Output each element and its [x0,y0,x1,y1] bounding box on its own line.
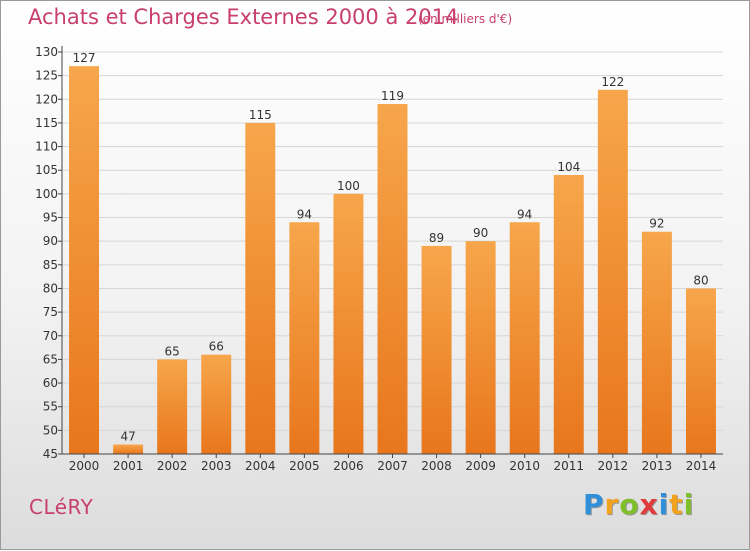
unit-label: (en milliers d'€) [418,12,513,26]
x-tick-label: 2014 [686,459,717,473]
bar [333,193,364,454]
x-tick-label: 2000 [69,459,100,473]
x-tick-label: 2005 [289,459,320,473]
y-axis-ticks: 45 50 55 60 65 70 75 80 85 90 95 100 105 110 115 120 125… [35,45,62,461]
data-label: 94 [517,207,532,221]
proxiti-logo: Proxiti [583,488,694,521]
bar [69,66,100,454]
bar [245,122,276,455]
logo-letter: r [604,488,620,521]
x-tick-label: 2004 [245,459,276,473]
logo-letter: o [619,488,640,521]
y-tick-label: 50 [43,423,58,437]
data-label: 115 [249,108,272,122]
x-tick-label: 2007 [377,459,408,473]
y-tick-label: 90 [43,234,58,248]
data-label: 104 [557,160,580,174]
logo-letter: x [639,488,659,521]
bar [641,231,672,454]
logo-letter: t [669,488,684,521]
x-tick-label: 2012 [598,459,629,473]
data-label: 119 [381,89,404,103]
y-tick-label: 110 [35,140,58,154]
bar [157,359,188,454]
bar [377,104,408,454]
bar [421,245,452,454]
commune-name: CLéRY [29,495,94,519]
y-tick-label: 120 [35,92,58,106]
bar [289,222,320,454]
data-label: 90 [473,226,488,240]
y-tick-label: 70 [43,329,58,343]
y-tick-label: 75 [43,305,58,319]
bar [201,354,232,454]
y-tick-label: 100 [35,187,58,201]
x-axis-ticks: 2000 2001 2002 2003 2004 2005 2006 2007 2008 2009… [69,454,716,473]
data-label: 65 [165,344,180,358]
bar [465,241,496,454]
logo-letter: i [658,488,670,521]
data-label: 122 [601,75,624,89]
bar [113,444,144,454]
x-tick-label: 2008 [421,459,452,473]
x-tick-label: 2002 [157,459,188,473]
x-tick-label: 2006 [333,459,364,473]
x-tick-label: 2011 [553,459,584,473]
axes [61,46,723,455]
data-label: 100 [337,179,360,193]
bars: 127 47 65 66 115 94 100 119 89 90 94 104 122 92 80 [69,51,716,455]
x-tick-label: 2001 [113,459,144,473]
y-tick-label: 60 [43,376,58,390]
data-label: 66 [209,340,224,354]
logo-letter: i [683,488,695,521]
y-tick-label: 45 [43,447,58,461]
data-label: 89 [429,231,444,245]
data-label: 92 [649,217,664,231]
y-tick-label: 115 [35,116,58,130]
data-label: 80 [693,273,708,287]
data-label: 47 [120,430,135,444]
y-tick-label: 105 [35,163,58,177]
y-tick-label: 55 [43,400,58,414]
x-tick-label: 2009 [465,459,496,473]
bar [509,222,540,454]
y-tick-label: 80 [43,281,58,295]
y-tick-label: 130 [35,45,58,59]
data-label: 127 [73,51,96,65]
y-tick-label: 85 [43,258,58,272]
y-tick-label: 65 [43,352,58,366]
x-tick-label: 2003 [201,459,232,473]
y-tick-label: 125 [35,69,58,83]
x-tick-label: 2010 [509,459,540,473]
bar [553,174,584,454]
data-label: 94 [297,207,312,221]
bar [597,89,628,454]
y-tick-label: 95 [43,211,58,225]
x-tick-label: 2013 [642,459,673,473]
bar [685,288,716,454]
chart-title: Achats et Charges Externes 2000 à 2014 [28,5,459,29]
logo-letter: P [583,488,605,521]
